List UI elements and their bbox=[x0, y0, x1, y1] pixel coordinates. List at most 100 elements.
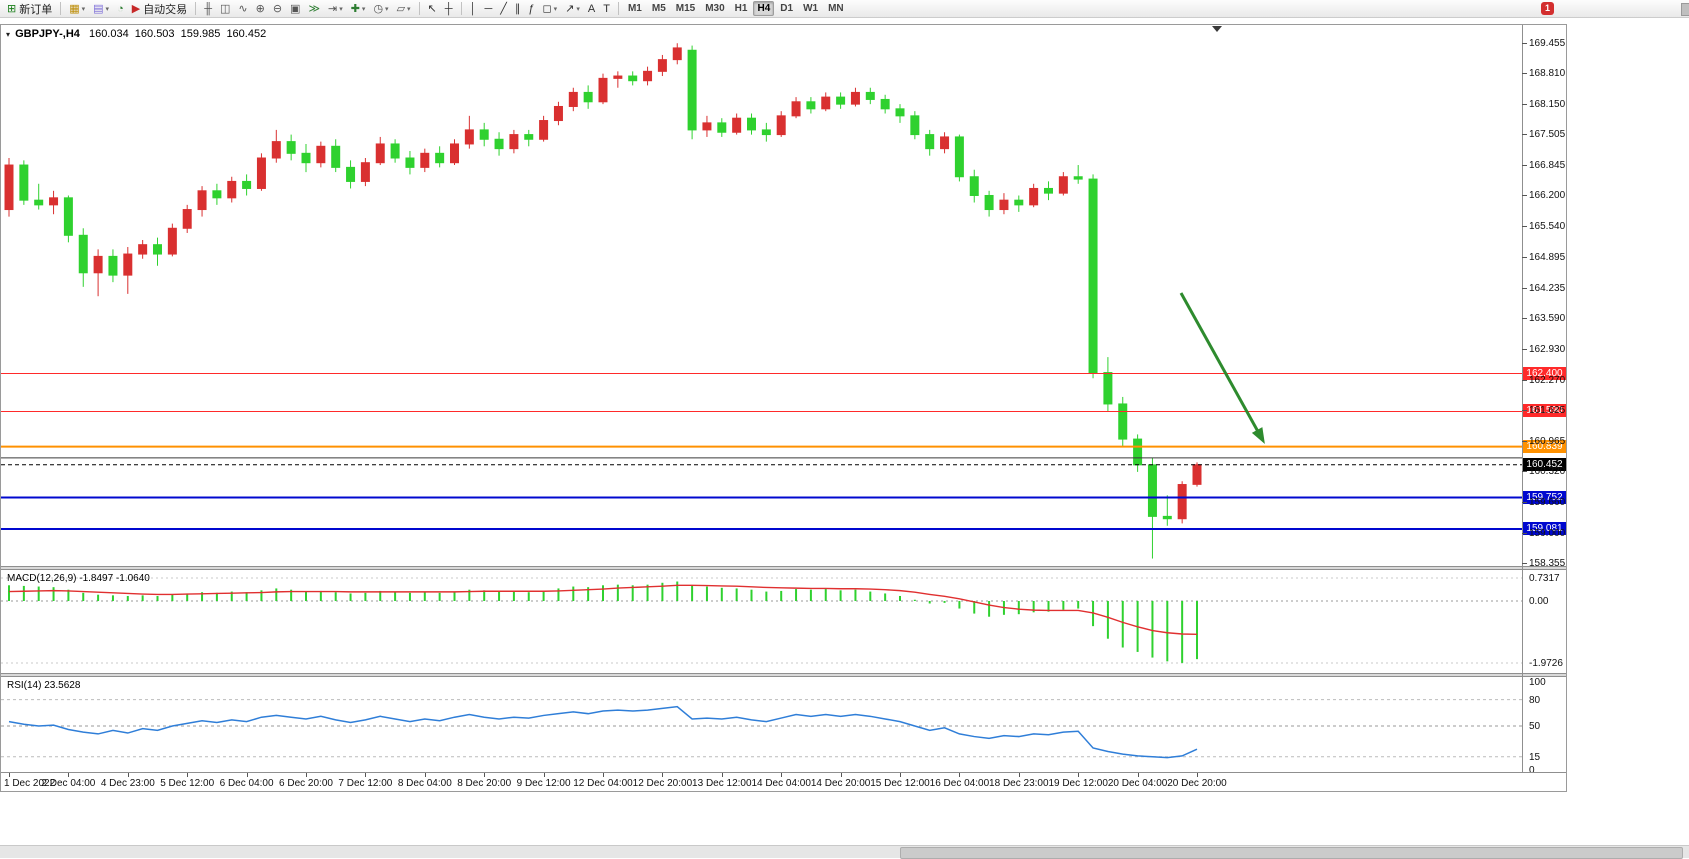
horizontal-scrollbar[interactable] bbox=[0, 845, 1689, 859]
horizontal-line-icon: ─ bbox=[484, 2, 493, 15]
time-tick bbox=[603, 773, 604, 777]
zoom-in-button[interactable]: ⊕ bbox=[252, 1, 269, 17]
zoom-out-button[interactable]: ⊖ bbox=[269, 1, 286, 17]
timeframe-w1[interactable]: W1 bbox=[799, 1, 822, 16]
text-icon: A bbox=[587, 2, 596, 15]
text-button[interactable]: A bbox=[584, 1, 599, 17]
panel-splitter-macd[interactable] bbox=[1, 566, 1566, 570]
refresh-button[interactable]: ◔ bbox=[113, 1, 128, 17]
text-label-button[interactable]: T bbox=[599, 1, 614, 17]
cursor-button[interactable]: ↖ bbox=[424, 1, 441, 17]
rsi-panel[interactable] bbox=[1, 677, 1523, 772]
chart-open: 160.034 bbox=[88, 28, 129, 40]
timeframe-m5[interactable]: M5 bbox=[648, 1, 670, 16]
price-axis-label: 160.965 bbox=[1529, 435, 1566, 447]
clipped-toolbar-icon[interactable] bbox=[1681, 3, 1689, 16]
arrows-button[interactable]: ↗ ▾ bbox=[561, 1, 584, 17]
shapes-icon: ◻ bbox=[542, 2, 552, 15]
alert-badge[interactable]: 1 bbox=[1541, 2, 1554, 15]
time-axis-label: 4 Dec 23:00 bbox=[100, 778, 155, 789]
bar-chart-button[interactable]: ╫ bbox=[200, 1, 216, 17]
text-label-icon: T bbox=[603, 2, 610, 15]
rsi-label: RSI(14) 23.5628 bbox=[7, 680, 80, 691]
auto-trading-button-label: 自动交易 bbox=[143, 3, 188, 16]
macd-signal-line bbox=[8, 584, 1198, 636]
zoom-in-icon: ⊕ bbox=[255, 2, 265, 15]
cursor-icon: ↖ bbox=[427, 2, 437, 15]
price-axis-label: 158.355 bbox=[1529, 558, 1566, 569]
time-axis-label: 8 Dec 20:00 bbox=[457, 778, 512, 789]
horizontal-line-button[interactable]: ─ bbox=[480, 1, 496, 17]
new-order-button[interactable]: ⊞ 新订单 bbox=[3, 1, 56, 17]
panel-splitter-rsi[interactable] bbox=[1, 673, 1566, 677]
templates-button[interactable]: ▱ ▾ bbox=[393, 1, 415, 17]
trend-arrow-annotation[interactable] bbox=[1179, 292, 1265, 444]
new-order-icon: ⊞ bbox=[7, 2, 17, 15]
chart-shift-button[interactable]: ⇥ ▾ bbox=[324, 1, 347, 17]
timeframe-mn[interactable]: MN bbox=[824, 1, 848, 16]
price-tick bbox=[1522, 470, 1527, 472]
tile-windows-button[interactable]: ▣ bbox=[286, 1, 304, 17]
line-chart-button[interactable]: ∿ bbox=[234, 1, 251, 17]
channel-button[interactable]: ∥ bbox=[511, 1, 525, 17]
auto-scroll-button[interactable]: ≫ bbox=[304, 1, 324, 17]
candlestick-chart-button[interactable]: ◫ bbox=[216, 1, 234, 17]
periods-button[interactable]: ◷ ▾ bbox=[369, 1, 392, 17]
auto-trading-icon: ▶ bbox=[131, 2, 141, 15]
price-axis-label: 162.930 bbox=[1529, 343, 1566, 355]
price-scale-divider bbox=[1522, 25, 1523, 772]
price-tick bbox=[1522, 563, 1527, 564]
new-chart-button[interactable]: ▦ ▾ bbox=[65, 1, 89, 17]
scrollbar-thumb[interactable] bbox=[900, 847, 1683, 859]
trendline-button[interactable]: ╱ bbox=[496, 1, 511, 17]
price-axis-label: 160.320 bbox=[1529, 465, 1566, 477]
rsi-scale-label: 80 bbox=[1529, 694, 1541, 706]
timeframe-h4[interactable]: H4 bbox=[753, 1, 775, 16]
toolbar-separator bbox=[418, 2, 420, 15]
time-axis-label: 7 Dec 12:00 bbox=[338, 778, 393, 789]
timeframe-m30[interactable]: M30 bbox=[701, 1, 728, 16]
chart-high: 160.503 bbox=[134, 28, 175, 40]
timeframe-m15[interactable]: M15 bbox=[672, 1, 699, 16]
price-axis-label: 166.845 bbox=[1529, 160, 1566, 172]
zoom-out-icon: ⊖ bbox=[272, 2, 283, 15]
timeframe-d1[interactable]: D1 bbox=[776, 1, 797, 16]
time-tick bbox=[840, 773, 842, 777]
indicators-button[interactable]: ✚ ▾ bbox=[347, 1, 370, 17]
vertical-line-button[interactable]: │ bbox=[466, 1, 481, 17]
time-axis-label: 5 Dec 12:00 bbox=[160, 778, 215, 789]
price-axis-label: 166.200 bbox=[1529, 190, 1566, 202]
time-axis-label: 18 Dec 23:00 bbox=[989, 778, 1049, 789]
price-axis-label: 169.455 bbox=[1529, 38, 1566, 49]
macd-values: -1.8497 -1.0640 bbox=[79, 573, 150, 584]
price-scale[interactable]: 162.400 161.590 160.839 160.452 159.752 159.0… bbox=[1522, 25, 1567, 776]
timeframe-m1[interactable]: M1 bbox=[624, 1, 646, 16]
rsi-value: 23.5628 bbox=[44, 680, 81, 691]
macd-scale-label: 0.00 bbox=[1529, 596, 1549, 607]
auto-trading-button[interactable]: ▶ 自动交易 bbox=[128, 1, 191, 17]
price-tick bbox=[1522, 226, 1527, 228]
shapes-button[interactable]: ◻ ▾ bbox=[538, 1, 561, 17]
time-axis[interactable]: 1 Dec 2022 2 Dec 04:00 4 Dec 23:00 5 Dec 12… bbox=[1, 772, 1566, 793]
price-tick bbox=[1522, 256, 1527, 258]
macd-panel[interactable] bbox=[1, 570, 1523, 673]
crosshair-button[interactable]: ┼ bbox=[441, 1, 457, 17]
time-axis-label: 12 Dec 04:00 bbox=[573, 778, 633, 789]
time-tick bbox=[900, 773, 901, 777]
tile-windows-icon: ▣ bbox=[290, 2, 301, 15]
rsi-scale-label: 0 bbox=[1529, 765, 1535, 776]
chart-close: 160.452 bbox=[226, 28, 267, 40]
time-tick bbox=[68, 773, 70, 777]
chart-window: ▾ GBPJPY-,H4 160.034 160.503 159.985 160… bbox=[0, 24, 1567, 792]
time-axis-label: 15 Dec 12:00 bbox=[870, 778, 930, 789]
fibonacci-button[interactable]: ƒ bbox=[524, 1, 538, 17]
profiles-button[interactable]: ▤ ▾ bbox=[89, 1, 113, 17]
price-tick bbox=[1522, 379, 1527, 381]
timeframe-h1[interactable]: H1 bbox=[731, 1, 752, 16]
candlestick-chart[interactable] bbox=[1, 25, 1523, 566]
time-tick bbox=[781, 773, 783, 777]
toolbar-separator bbox=[617, 2, 619, 15]
price-axis-label: 163.590 bbox=[1529, 312, 1566, 324]
price-axis-label: 162.270 bbox=[1529, 374, 1566, 386]
